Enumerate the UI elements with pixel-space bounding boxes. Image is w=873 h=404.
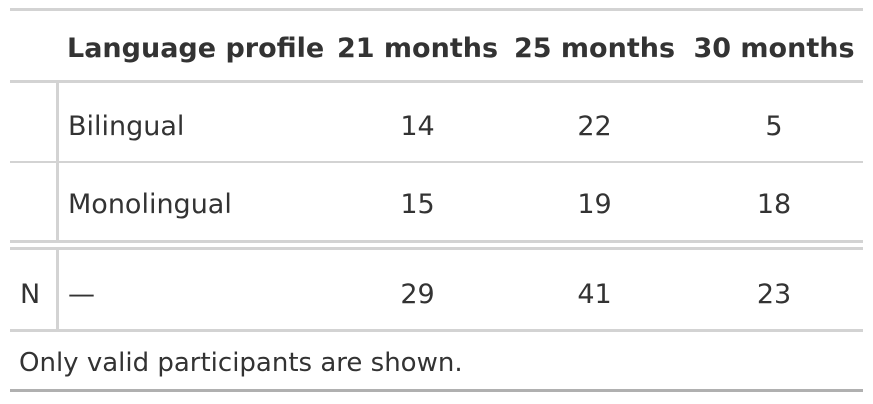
summary-value: 29 [400, 279, 435, 310]
column-header-language-profile: Language profile [67, 33, 325, 64]
row-value: 22 [577, 111, 612, 142]
summary-top-border-1 [10, 240, 863, 243]
summary-bottom-border [10, 329, 863, 332]
stub-divider-summary [56, 249, 59, 331]
table-bottom-border [10, 389, 863, 392]
summary-top-border-2 [10, 247, 863, 250]
column-header-21-months: 21 months [336, 33, 499, 64]
row-value: 18 [756, 189, 792, 220]
table-footnote: Only valid participants are shown. [19, 348, 463, 378]
row-value: 5 [765, 111, 783, 142]
row-value: 15 [400, 189, 435, 220]
table-top-border [10, 8, 863, 11]
row-value: 14 [400, 111, 435, 142]
row-value: 19 [577, 189, 612, 220]
summary-value: 23 [756, 279, 792, 310]
row-label: Monolingual [68, 189, 232, 220]
row-divider [10, 161, 863, 163]
column-header-30-months: 30 months [693, 33, 855, 64]
summary-value: 41 [577, 279, 612, 310]
summary-stub: N [20, 279, 41, 310]
header-bottom-border [10, 80, 863, 83]
stub-divider [56, 83, 59, 243]
row-label: Bilingual [68, 111, 185, 142]
column-header-25-months: 25 months [513, 33, 676, 64]
summary-label: — [68, 279, 95, 310]
